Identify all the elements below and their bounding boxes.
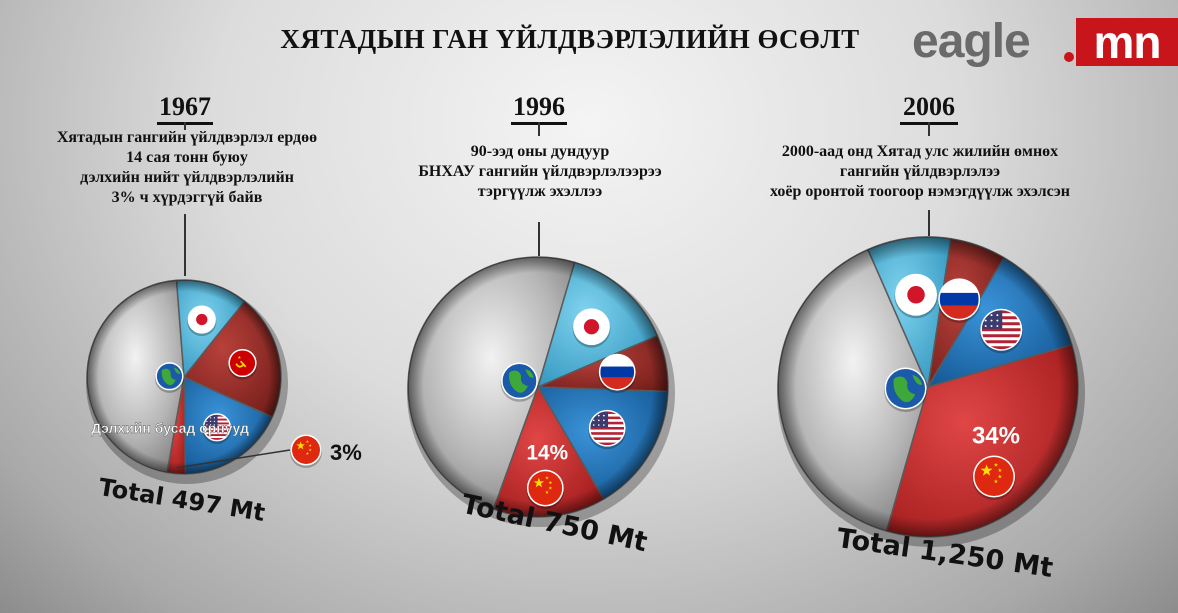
note-2006: 2000-аад онд Хятад улс жилийн өмнөх ганг… bbox=[740, 142, 1100, 202]
pie-1967-china-label: 3% bbox=[330, 440, 362, 465]
pie-1967: Дэлхийн бусад орнууд bbox=[86, 279, 322, 484]
pie-2006: 34% bbox=[777, 236, 1085, 547]
logo-text-eagle: eagle bbox=[912, 15, 1031, 68]
pie-1996-globe-icon bbox=[500, 362, 539, 402]
note-1996: 90-ээд оны дундуур БНХАУ гангийн үйлдвэр… bbox=[410, 142, 670, 202]
pie-1996-china-label: 14% bbox=[526, 441, 568, 464]
pie-1996-russia-flag-icon bbox=[598, 353, 637, 394]
logo-text-mn: mn bbox=[1076, 18, 1178, 66]
note-1967-line-4: 3% ч хүрдэггүй байв bbox=[111, 189, 263, 206]
leader-1996-top bbox=[538, 122, 540, 136]
pie-1996-china-flag-icon bbox=[526, 469, 565, 509]
pie-2006-globe-icon bbox=[884, 367, 928, 412]
leader-1996-bottom bbox=[538, 222, 540, 256]
note-2006-line-3: хоёр оронтой тоогоор нэмэгдүүлж эхэлсэн bbox=[769, 183, 1071, 200]
note-1967: Хятадын гангийн үйлдвэрлэл ердөө 14 сая … bbox=[42, 128, 332, 208]
leader-2006-top bbox=[928, 122, 930, 136]
note-1996-line-1: 90-ээд оны дундуур bbox=[470, 143, 610, 160]
leader-2006-bottom bbox=[928, 210, 930, 236]
note-1996-line-2: БНХАУ гангийн үйлдвэрлэлээрээ bbox=[418, 163, 662, 180]
pie-1996: 14% bbox=[407, 256, 675, 527]
pie-1967-china-leader bbox=[176, 449, 291, 469]
pie-1967-china-flag-icon-outside bbox=[290, 434, 322, 468]
page-title: ХЯТАДЫН ГАН ҮЙЛДВЭРЛЭЛИЙН ӨСӨЛТ bbox=[280, 24, 860, 54]
pie-1967-rest-label: Дэлхийн бусад орнууд bbox=[91, 420, 249, 436]
pie-1967-usa-flag-icon bbox=[202, 413, 232, 444]
note-1967-line-2: 14 сая тонн буюу bbox=[126, 149, 248, 166]
pie-1996-usa-flag-icon bbox=[588, 409, 627, 450]
pie-2006-usa-flag-icon bbox=[979, 308, 1023, 354]
pie-2006-china-label: 34% bbox=[972, 423, 1020, 450]
note-1967-line-1: Хятадын гангийн үйлдвэрлэл ердөө bbox=[56, 129, 318, 146]
note-1967-line-3: дэлхийн нийт үйлдвэрлэлийн bbox=[80, 169, 294, 186]
note-1996-line-3: тэргүүлж эхэллээ bbox=[477, 183, 603, 200]
pie-1967-rim bbox=[87, 280, 281, 474]
pie-2006-china-flag-icon bbox=[972, 455, 1016, 501]
logo-dot bbox=[1064, 52, 1074, 62]
pie-1967-japan-flag-icon bbox=[187, 305, 217, 337]
pie-2006-japan-flag-icon bbox=[894, 273, 938, 319]
leader-1967-bottom bbox=[184, 214, 186, 276]
pie-2006-russia-flag-icon bbox=[937, 278, 981, 323]
note-2006-line-2: гангийн үйлдвэрлэлээ bbox=[839, 163, 1001, 180]
pie-1967-globe-icon bbox=[154, 362, 185, 393]
leader-1967-top bbox=[184, 122, 186, 130]
pie-1996-japan-flag-icon bbox=[572, 308, 611, 348]
note-2006-line-1: 2000-аад онд Хятад улс жилийн өмнөх bbox=[781, 143, 1059, 160]
pie-1967-ussr-flag-icon bbox=[227, 348, 258, 380]
